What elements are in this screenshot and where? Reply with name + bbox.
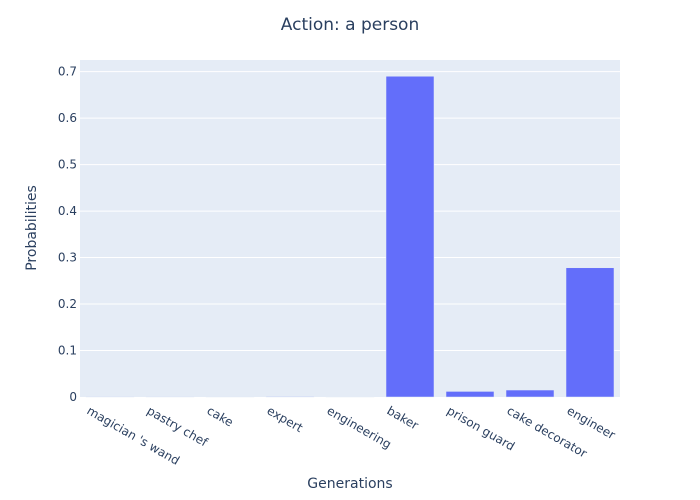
- y-axis-label: Probabilities: [24, 185, 40, 271]
- gridlines: [80, 71, 620, 352]
- bar: [505, 389, 555, 398]
- y-tick-label: 0.1: [58, 344, 77, 358]
- chart-title: Action: a person: [281, 15, 419, 35]
- plot-area: [80, 60, 620, 397]
- y-tick-label: 0.5: [58, 158, 77, 172]
- bars: [85, 76, 615, 398]
- y-tick-label: 0.2: [58, 297, 77, 311]
- y-tick-label: 0.7: [58, 65, 77, 79]
- bar: [565, 267, 615, 398]
- x-axis-label: Generations: [307, 476, 392, 492]
- y-tick-label: 0: [69, 390, 77, 404]
- y-tick-label: 0.6: [58, 111, 77, 125]
- bar: [265, 396, 315, 398]
- y-tick-label: 0.4: [58, 204, 77, 218]
- bar: [445, 391, 495, 398]
- bar: [385, 76, 435, 398]
- y-axis-ticks: 0 0.1 0.2 0.3 0.4 0.5 0.6 0.7: [58, 65, 77, 404]
- y-tick-label: 0.3: [58, 251, 77, 265]
